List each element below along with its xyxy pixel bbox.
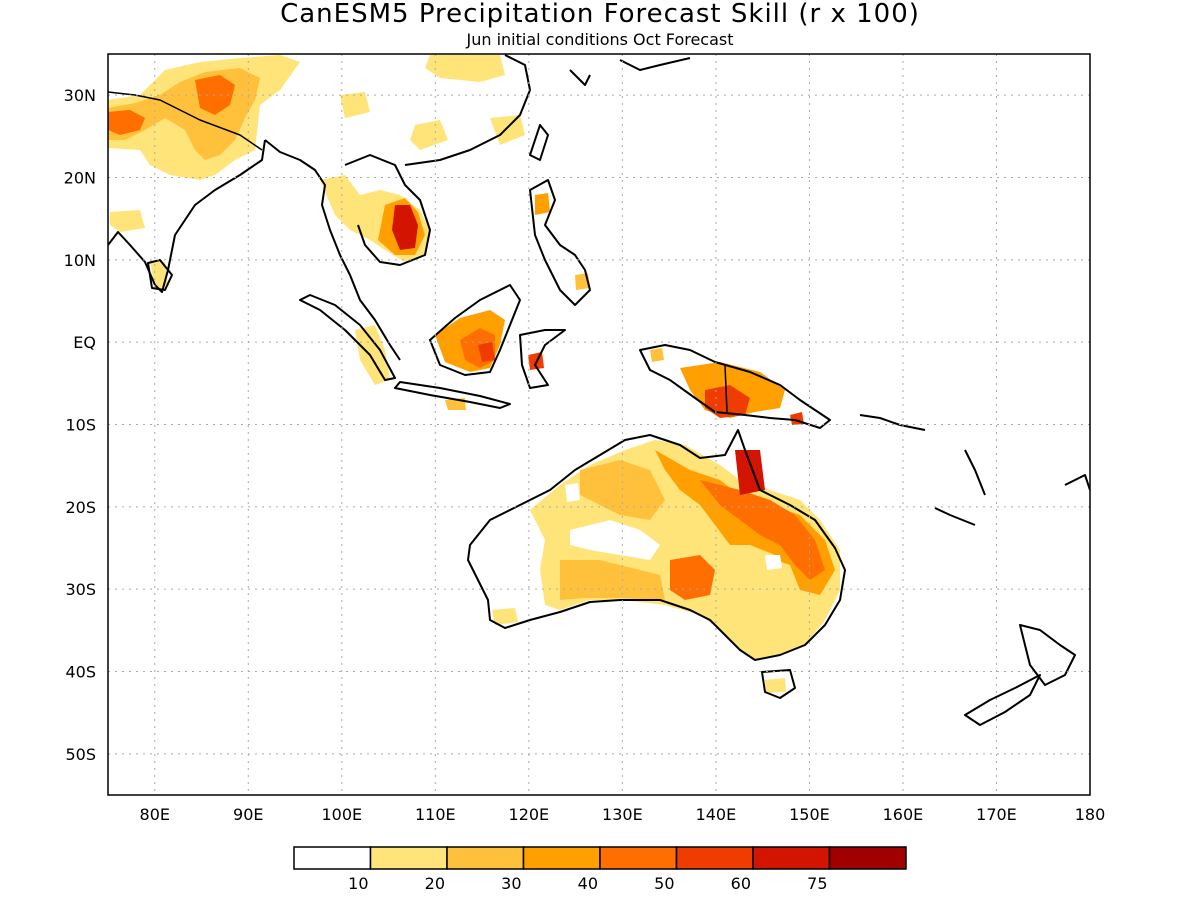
plot-area <box>108 54 1090 726</box>
skill-region-china-east <box>490 115 525 145</box>
coast-srilanka <box>147 259 173 291</box>
skill-region-australia-se-low <box>725 555 800 640</box>
coast-tasmania <box>761 669 796 699</box>
lat-label: 10S <box>65 416 96 435</box>
skill-region-china-central <box>410 120 448 150</box>
colorbar-swatch <box>599 846 678 870</box>
coast-fiji <box>1064 474 1090 491</box>
lon-label: 160E <box>883 805 924 824</box>
lat-label: 20S <box>65 498 96 517</box>
lon-label: 110E <box>415 805 456 824</box>
coast-sumatra <box>299 294 396 381</box>
border-png <box>724 364 728 413</box>
skill-region-australia-sw <box>492 608 518 625</box>
lat-label: 50S <box>65 745 96 764</box>
lat-label: 20N <box>64 169 96 188</box>
lat-label: 30N <box>64 86 96 105</box>
skill-region-kimberley-nil <box>565 483 580 502</box>
map-subtitle: Jun initial conditions Oct Forecast <box>465 30 733 49</box>
gridlines <box>108 54 1090 795</box>
colorbar: 10 20 30 40 50 60 75 <box>293 846 907 893</box>
lon-label: 170E <box>976 805 1017 824</box>
skill-region-capeyork <box>735 450 765 495</box>
colorbar-tick-label: 30 <box>501 874 521 893</box>
colorbar-swatch <box>293 846 372 870</box>
colorbar-tick-label: 75 <box>807 874 827 893</box>
coast-philippines <box>529 179 591 306</box>
colorbar-tick-label: 50 <box>654 874 674 893</box>
colorbar-swatch <box>675 846 754 870</box>
skill-region-newguinea-high <box>705 385 750 418</box>
colorbar-swatch <box>522 846 601 870</box>
lon-label: 80E <box>140 805 170 824</box>
longitude-labels: 80E 90E 100E 110E 120E 130E 140E 150E 160E 170E 18… <box>140 805 1106 824</box>
coast-borneo <box>429 284 521 376</box>
skill-region-sumatra <box>355 325 390 385</box>
skill-region-borneo-peak <box>478 342 495 362</box>
lat-label: EQ <box>73 333 96 352</box>
lon-label: 150E <box>789 805 830 824</box>
lon-label: 120E <box>509 805 550 824</box>
coast-indochina <box>344 154 431 266</box>
lon-label: 90E <box>233 805 263 824</box>
colorbar-swatch <box>752 846 831 870</box>
colorbar-swatch <box>446 846 525 870</box>
skill-region-australia-nil <box>570 520 660 560</box>
lon-label: 130E <box>602 805 643 824</box>
skill-region-australia-ne-high <box>700 480 825 580</box>
coast-solomons <box>859 414 926 431</box>
skill-region-china-north <box>425 55 505 82</box>
skill-region-india-high <box>108 110 145 135</box>
coast-nz-south <box>964 674 1041 726</box>
colorbar-tick-label: 60 <box>731 874 751 893</box>
colorbar-tick-label: 10 <box>348 874 368 893</box>
coast-newguinea <box>639 344 831 429</box>
skill-region-srilanka <box>150 260 168 290</box>
colorbar-tick-label: 20 <box>425 874 445 893</box>
coast-australia <box>467 429 846 661</box>
coast-burma-malaya <box>264 139 401 361</box>
coast-korea <box>569 69 591 86</box>
coast-nz-north <box>1019 624 1076 686</box>
colorbar-swatch <box>369 846 448 870</box>
coast-java <box>394 381 511 409</box>
lat-label: 10N <box>64 251 96 270</box>
skill-region-australia-se-nil <box>765 555 782 570</box>
lat-label: 40S <box>65 663 96 682</box>
lon-label: 140E <box>696 805 737 824</box>
coast-china <box>404 54 531 166</box>
skill-region-indochina-high <box>392 205 418 250</box>
skill-region-china-west <box>340 92 370 118</box>
skill-region-maluku <box>650 348 664 362</box>
skill-region-philippines <box>535 193 550 215</box>
coast-vanuatu <box>964 449 986 496</box>
skill-region-tasmania <box>765 678 786 693</box>
latitude-labels: 30N 20N 10N EQ 10S 20S 30S 40S 50S <box>64 86 96 764</box>
coast-taiwan <box>529 124 549 161</box>
lon-label: 180 <box>1075 805 1106 824</box>
coastlines <box>108 54 1090 726</box>
map-title: CanESM5 Precipitation Forecast Skill (r … <box>280 0 920 29</box>
skill-region-australia-south-mid <box>560 560 665 600</box>
lon-label: 100E <box>321 805 362 824</box>
coast-japan <box>619 57 691 71</box>
border-himalaya <box>108 91 263 151</box>
colorbar-swatch <box>828 846 907 870</box>
coast-newcaledonia <box>934 507 976 526</box>
plot-frame <box>107 53 1091 796</box>
skill-region-india-south <box>110 210 145 232</box>
lat-label: 30S <box>65 580 96 599</box>
coast-sulawesi <box>519 329 566 389</box>
colorbar-tick-label: 40 <box>578 874 598 893</box>
skill-region-australia-nw <box>580 460 665 520</box>
